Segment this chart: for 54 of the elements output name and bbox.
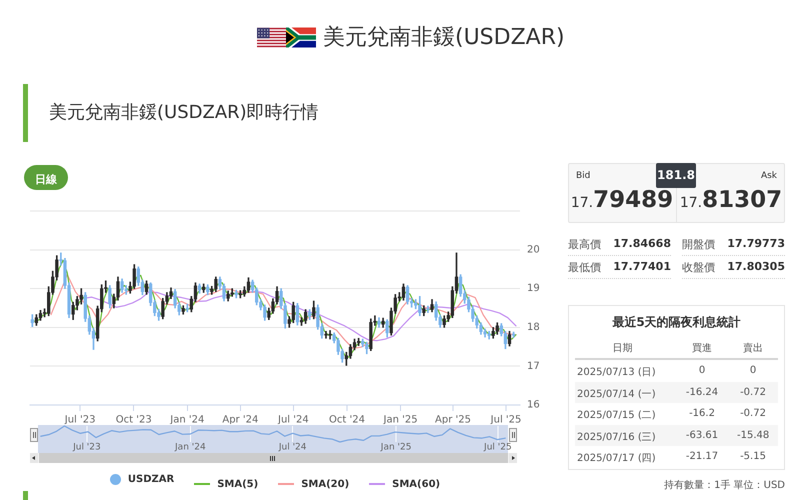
category-label: 收盤價 <box>682 260 715 275</box>
category-label: 最高價 <box>568 237 601 252</box>
category-label: 開盤價 <box>682 237 715 252</box>
text: 日期 <box>612 342 634 355</box>
y-tick-label: 16 <box>527 400 540 411</box>
text: 賣出 <box>742 342 764 355</box>
data-label: 0 <box>698 365 706 376</box>
data-label: -15.48 <box>737 430 770 440</box>
text: Ask <box>760 171 777 181</box>
y-tick-label: 19 <box>527 283 540 294</box>
x-tick-label: Oct '24 <box>328 414 365 426</box>
category-label: 2025/07/14 (一) <box>577 388 656 400</box>
text: 買進 <box>691 342 713 355</box>
x-tick-label: Jul '25 <box>483 442 512 453</box>
text: 最近5天的隔夜利息統計 <box>611 314 742 331</box>
legend-label: SMA(20) <box>301 478 350 490</box>
data-label: 17.84668 <box>613 237 671 250</box>
y-tick-label: 18 <box>527 322 540 333</box>
category-label: 2025/07/13 (日) <box>577 366 656 379</box>
category-label: 2025/07/17 (四) <box>577 452 656 465</box>
x-tick-label: Jan '24 <box>174 442 206 453</box>
data-label: -0.72 <box>739 386 767 398</box>
data-label: -16.24 <box>684 386 720 398</box>
y-tick-label: 17 <box>527 360 540 372</box>
category-label: 2025/07/15 (二) <box>577 409 656 422</box>
legend-label: USDZAR <box>128 474 174 485</box>
legend-label: SMA(5) <box>217 478 258 490</box>
x-tick-label: Oct '23 <box>116 414 152 426</box>
data-label: -5.15 <box>739 451 767 462</box>
row-shading: 2025/07/14 (一) -16.24 -0.72 <box>575 382 778 403</box>
data-label: 17.81307 <box>680 187 782 213</box>
data-label: 17.77401 <box>613 260 671 273</box>
x-tick-label: Jul '24 <box>278 442 307 453</box>
chart-title: 美元兌南非鍰(USDZAR) <box>323 24 565 52</box>
data-label: 17.79489 <box>570 187 674 213</box>
data-label: -21.17 <box>684 451 720 462</box>
data-label: 17.80305 <box>727 260 785 273</box>
row-shading: 2025/07/16 (三) -63.61 -15.48 <box>575 424 778 446</box>
text: 持有數量：1手 單位：USD <box>664 478 785 492</box>
data-label: 17.79773 <box>727 237 785 250</box>
data-label: -0.72 <box>739 408 767 419</box>
category-label: 最低價 <box>568 260 601 275</box>
data-label: 0 <box>748 365 758 376</box>
legend-label: SMA(60) <box>392 478 440 490</box>
category-label: 2025/07/16 (三) <box>577 430 656 444</box>
x-tick-label: Jul '23 <box>72 442 101 453</box>
text: 日線 <box>35 173 57 186</box>
candlestick <box>426 306 430 313</box>
chart-subtitle: 美元兌南非鍰(USDZAR)即時行情 <box>49 101 319 124</box>
series-label: Bid <box>576 171 590 181</box>
data-label: -63.61 <box>684 430 720 440</box>
data-label: -16.2 <box>688 408 716 419</box>
x-tick-label: Jan '25 <box>380 442 412 453</box>
y-tick-label: 20 <box>527 244 540 256</box>
